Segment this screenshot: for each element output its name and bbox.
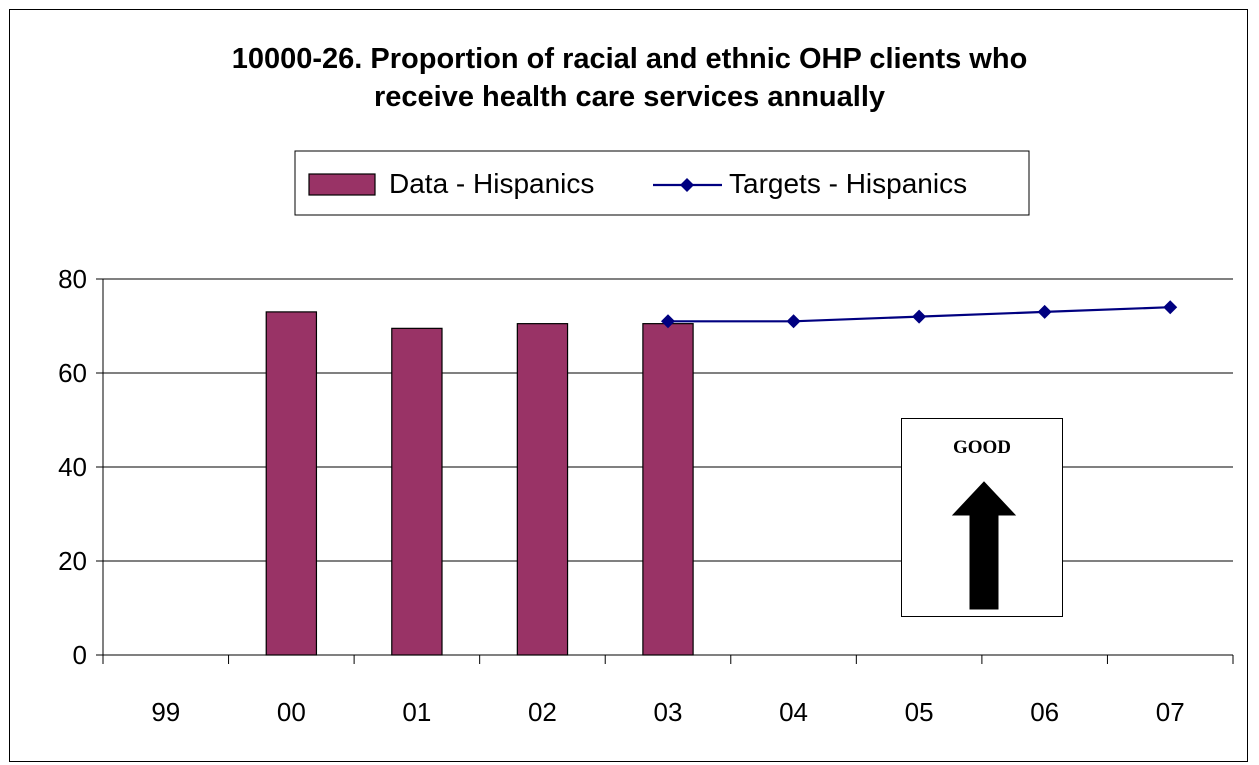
x-tick-label: 00 (277, 697, 306, 727)
x-tick-label: 07 (1156, 697, 1185, 727)
y-tick-label: 80 (58, 264, 87, 294)
chart-frame (9, 9, 1248, 762)
chart-title: 10000-26. Proportion of racial and ethni… (0, 40, 1259, 116)
x-tick-label: 03 (654, 697, 683, 727)
target-point (1163, 300, 1178, 315)
chart-title-line-2: receive health care services annually (373, 81, 886, 113)
y-tick-label: 20 (58, 546, 87, 576)
bar (265, 311, 318, 656)
bar (642, 323, 694, 656)
x-tick-label: 02 (528, 697, 557, 727)
legend-box (294, 150, 1030, 216)
legend-swatch-target-marker (680, 178, 694, 192)
chart-title-line-1: 10000-26. Proportion of racial and ethni… (231, 43, 1028, 75)
good-annotation-label: GOOD (952, 437, 1012, 458)
legend-label-target: Targets - Hispanics (729, 168, 967, 199)
legend-swatch-data (308, 173, 376, 196)
y-tick-label: 0 (73, 640, 87, 670)
target-point (1037, 304, 1052, 319)
x-tick-label: 05 (905, 697, 934, 727)
target-point (661, 314, 675, 329)
x-tick-label: 06 (1030, 697, 1059, 727)
bar (391, 327, 443, 656)
up-arrow-icon (951, 481, 1017, 610)
y-tick-label: 60 (58, 358, 87, 388)
y-tick-label: 40 (58, 452, 87, 482)
legend-label-data: Data - Hispanics (389, 168, 594, 199)
good-annotation-box: GOOD (901, 418, 1063, 617)
bar (516, 323, 569, 656)
target-point (912, 309, 927, 324)
x-tick-label: 99 (151, 697, 180, 727)
target-point (786, 314, 801, 329)
x-tick-label: 04 (779, 697, 808, 727)
x-tick-label: 01 (402, 697, 431, 727)
